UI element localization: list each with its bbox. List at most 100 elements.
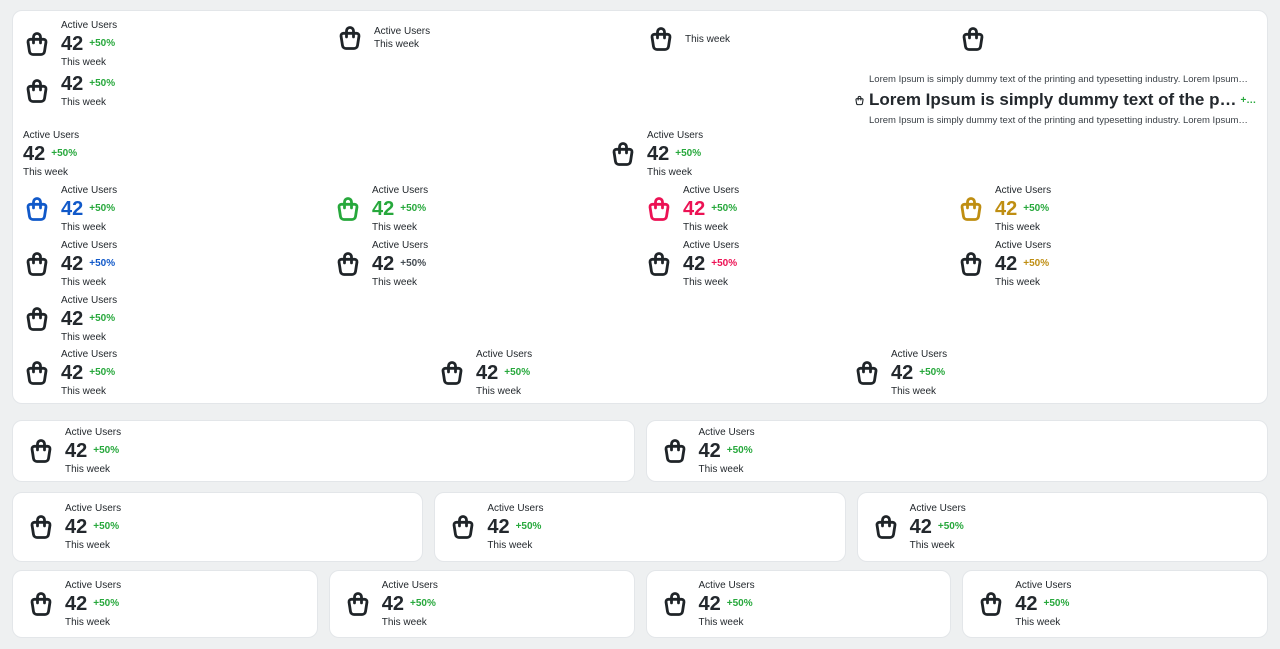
stat-label: Active Users (61, 240, 118, 251)
stat-sublabel: This week (685, 33, 731, 45)
stat-widget: Active Users 42 +50% This week (23, 294, 117, 344)
stat-sublabel: This week (487, 540, 533, 551)
stat-value: 42 (61, 73, 84, 95)
stat-sublabel: This week (23, 167, 69, 178)
stat-delta: +… (1240, 94, 1257, 106)
stat-label: Active Users (372, 240, 429, 251)
stat-widget-sublabel-only: This week (647, 25, 730, 53)
stat-value: 42 (891, 362, 914, 384)
stat-delta: +50% (1023, 258, 1050, 269)
stat-delta: +50% (726, 598, 753, 609)
stat-label: Active Users (487, 503, 544, 514)
stat-card: Active Users 42 +50% This week (434, 492, 846, 562)
stat-sublabel: This week (1015, 617, 1061, 628)
shopping-bag-icon (977, 590, 1005, 618)
stat-value: 42 (61, 308, 84, 330)
shopping-bag-icon (344, 590, 372, 618)
stat-widget-icon-only (959, 25, 987, 53)
stat-sublabel: This week (698, 617, 744, 628)
shopping-bag-icon (854, 95, 865, 106)
shopping-bag-icon (334, 195, 362, 223)
stat-delta: +50% (919, 367, 946, 378)
stat-delta: +50% (400, 258, 427, 269)
shopping-bag-icon (959, 25, 987, 53)
stat-card: Active Users 42 +50% This week (856, 492, 1268, 562)
stat-sublabel: This week (374, 39, 420, 50)
stat-delta: +50% (504, 367, 531, 378)
stat-card: Active Users 42 +50% This week (12, 492, 424, 562)
stat-value: 42 (698, 440, 721, 462)
stat-label: Active Users (65, 427, 122, 438)
stat-delta: +50% (1023, 203, 1050, 214)
stat-value: 42 (23, 143, 46, 165)
stat-card: Active Users 42 +50% This week (12, 570, 318, 638)
stat-sublabel: This week (683, 222, 729, 233)
stat-widget-no-icon: Active Users 42 +50% This week (23, 129, 79, 179)
stat-delta: +50% (726, 445, 753, 456)
stat-sublabel: This week (647, 167, 693, 178)
stat-delta: +50% (89, 313, 116, 324)
stat-label: Active Users (476, 349, 533, 360)
shopping-bag-icon (23, 359, 51, 387)
stat-value: Lorem Ipsum is simply dummy text of the … (869, 90, 1237, 109)
stat-widget: Active Users 42 +50% This week (853, 348, 947, 398)
stat-label: Active Users (61, 20, 118, 31)
shopping-bag-icon (661, 590, 689, 618)
stat-sublabel: This week (65, 540, 111, 551)
stat-delta: +50% (89, 367, 116, 378)
stat-widget: Active Users 42 +50% This week (344, 579, 438, 629)
stat-label: Active Users (65, 580, 122, 591)
stat-value: 42 (61, 362, 84, 384)
stat-label: Active Users (698, 427, 755, 438)
stat-delta: +50% (675, 148, 702, 159)
shopping-bag-icon (957, 195, 985, 223)
stat-value: 42 (683, 198, 706, 220)
stat-widget-blue: Active Users 42 +50% This week (23, 184, 117, 234)
stat-delta: +50% (89, 38, 116, 49)
shopping-bag-icon (334, 250, 362, 278)
shopping-bag-icon (609, 140, 637, 168)
stat-value: 42 (683, 253, 706, 275)
stat-label: Active Users (683, 240, 740, 251)
stat-value: 42 (61, 253, 84, 275)
shopping-bag-icon (336, 24, 364, 52)
stat-widget: Active Users 42 +50% This week (27, 502, 121, 552)
stat-delta: +50% (711, 203, 738, 214)
shopping-bag-icon (661, 437, 689, 465)
stat-value: 42 (487, 516, 510, 538)
stat-widget-delta-gray: Active Users 42 +50% This week (334, 239, 428, 289)
stat-sublabel: This week (61, 97, 107, 108)
stat-widget-no-label: 42 +50% This week (23, 72, 115, 109)
stat-label: Active Users (647, 130, 704, 141)
stat-card: Active Users 42 +50% This week (645, 570, 952, 638)
shopping-bag-icon (645, 250, 673, 278)
stat-delta: +50% (1043, 598, 1070, 609)
shopping-bag-icon (872, 513, 900, 541)
stat-value: 42 (995, 198, 1018, 220)
stat-value: 42 (65, 440, 88, 462)
stat-delta: +50% (410, 598, 436, 609)
stat-delta: +50% (89, 78, 116, 89)
stat-label: Active Users (65, 503, 122, 514)
stat-value: 42 (909, 516, 932, 538)
stat-widget-delta-red: Active Users 42 +50% This week (645, 239, 739, 289)
stat-widget-long-text: Lorem Ipsum is simply dummy text of the … (854, 73, 1269, 127)
stat-sublabel: This week (372, 222, 418, 233)
stat-delta: +50% (89, 203, 116, 214)
stat-value: 42 (372, 253, 395, 275)
stat-sublabel: This week (61, 386, 107, 397)
stat-widget-delta-blue: Active Users 42 +50% This week (23, 239, 117, 289)
stat-widget-no-value: Active Users This week (336, 24, 430, 52)
stat-sublabel: This week (381, 617, 427, 628)
stat-widget: Active Users 42 +50% This week (27, 426, 121, 476)
shopping-bag-icon (23, 30, 51, 58)
stat-label: Active Users (995, 240, 1052, 251)
stat-widget-red: Active Users 42 +50% This week (645, 184, 739, 234)
stat-value: 42 (698, 593, 721, 615)
stat-card: Active Users 42 +50% This week (328, 570, 635, 638)
stat-widget: Active Users 42 +50% This week (661, 426, 755, 476)
stat-delta: +50% (937, 521, 964, 532)
stat-label: Active Users (995, 185, 1052, 196)
shopping-bag-icon (645, 195, 673, 223)
stat-value: 42 (381, 593, 404, 615)
